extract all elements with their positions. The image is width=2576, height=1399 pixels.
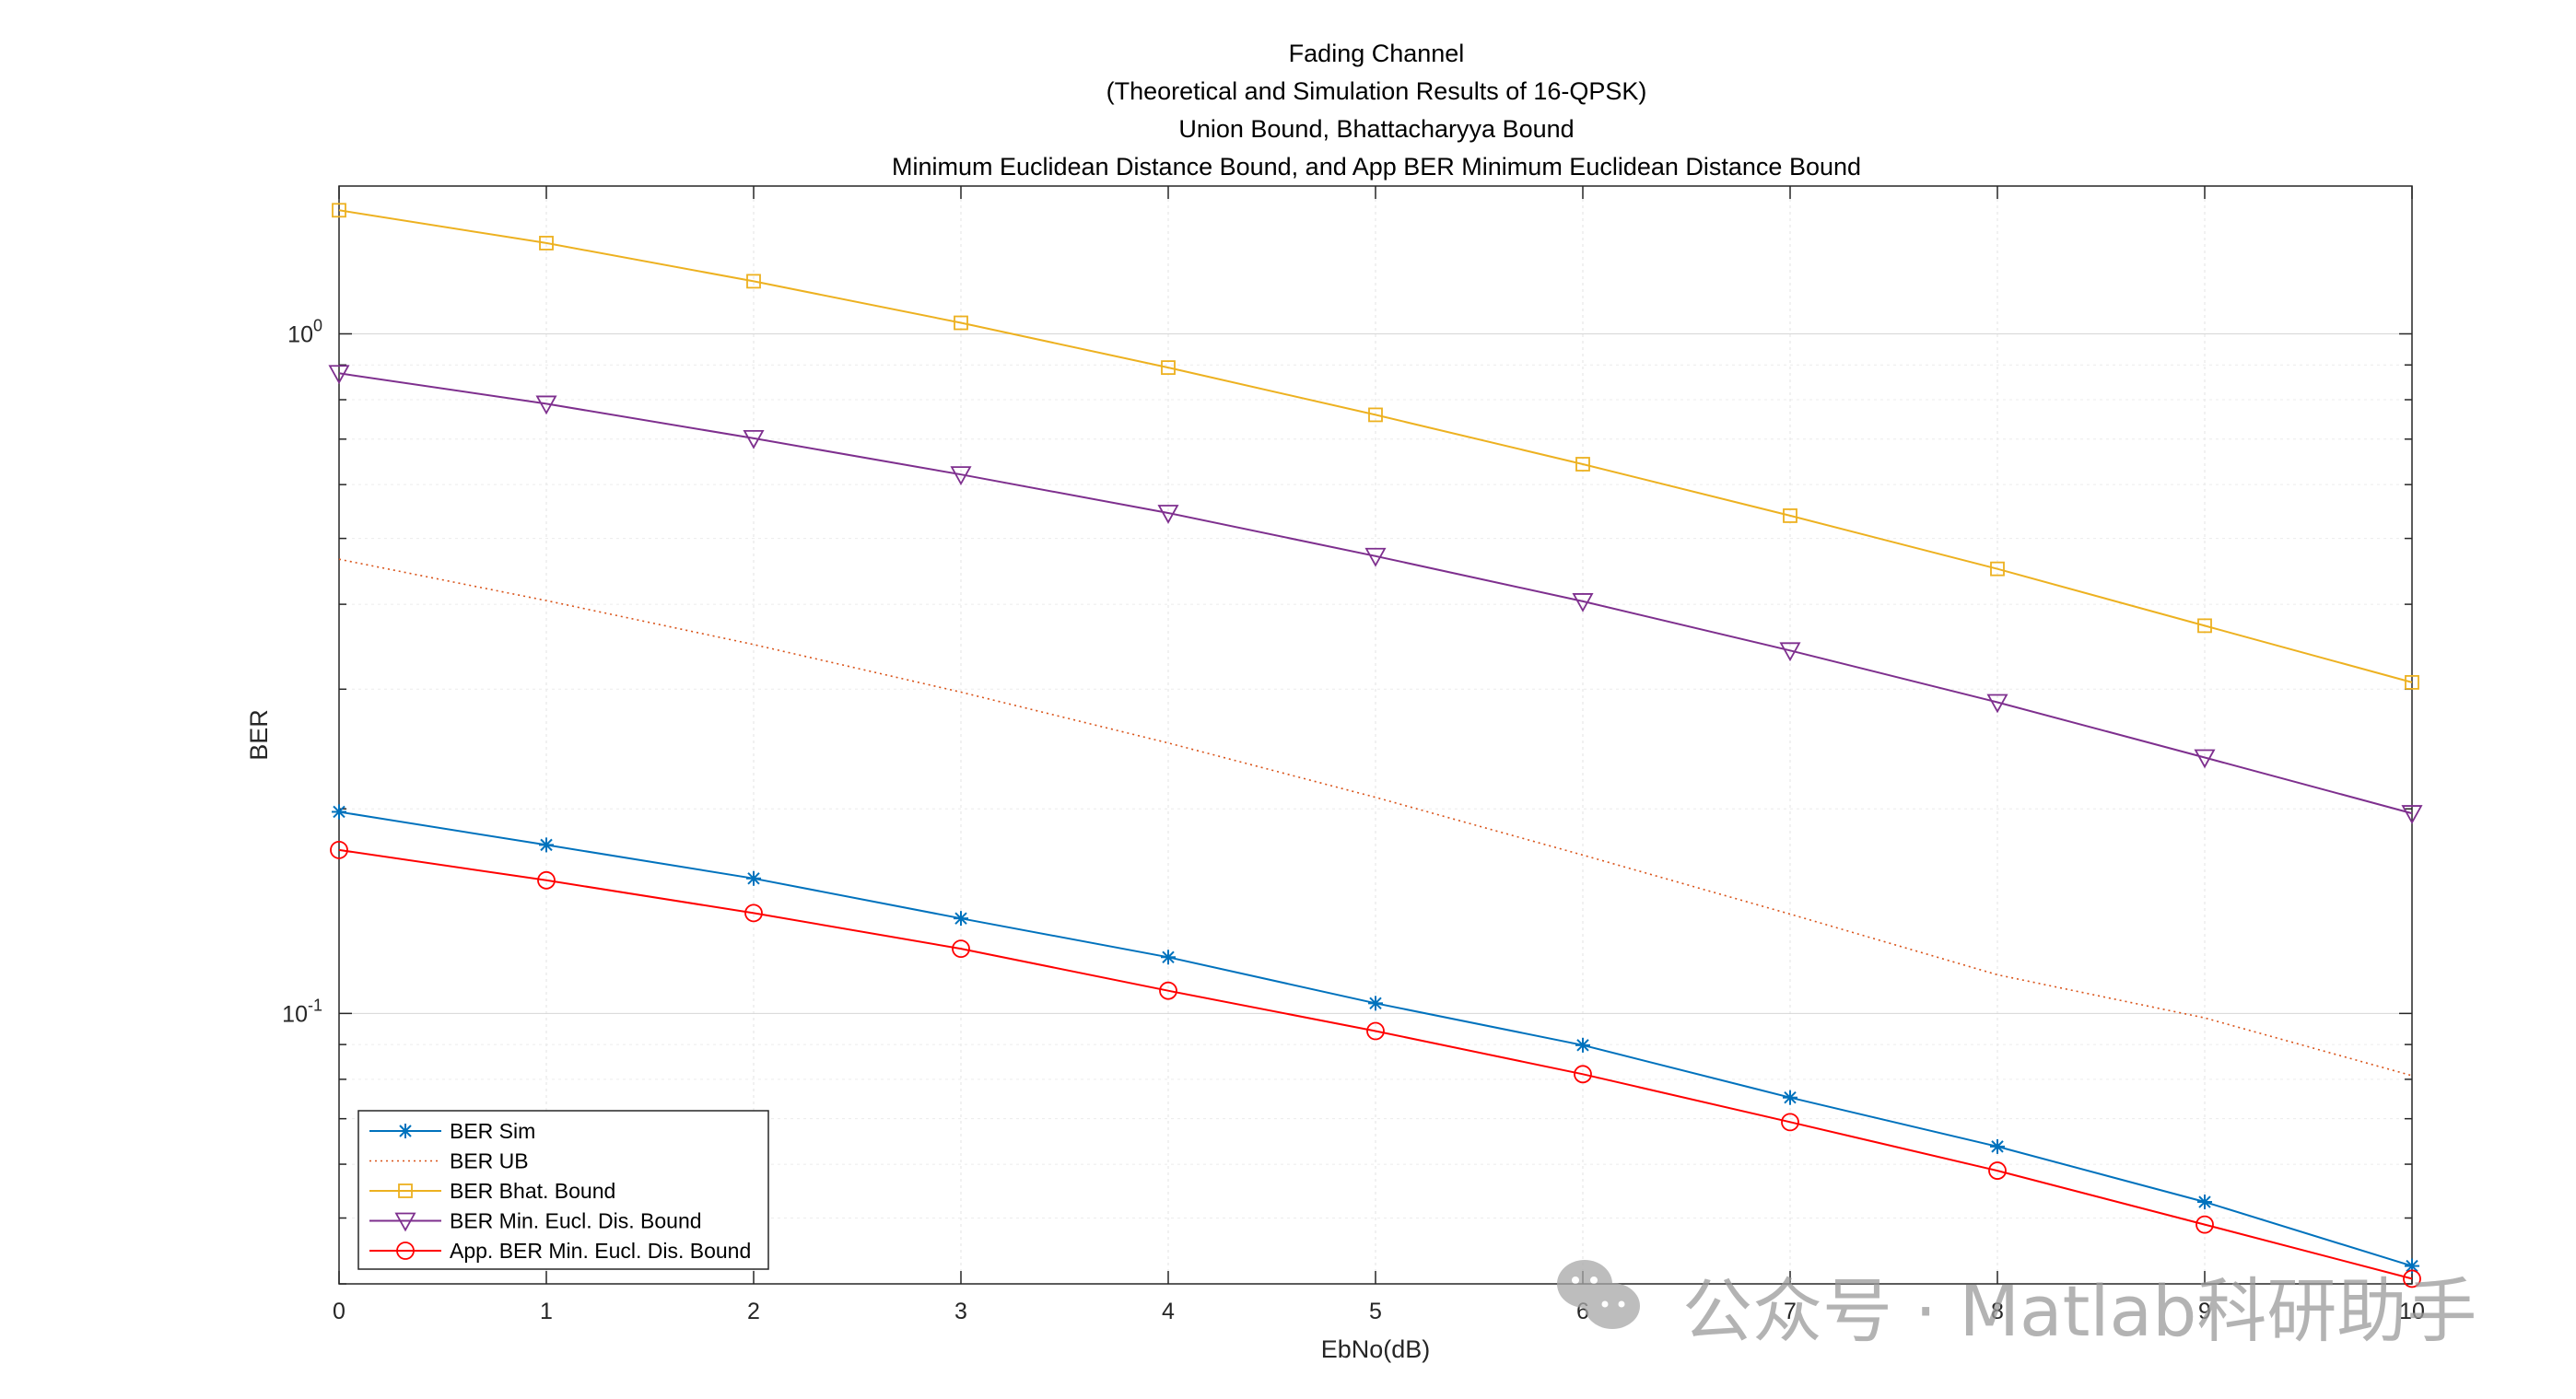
x-tick-label: 9 xyxy=(2198,1299,2211,1324)
watermark: 公众号 · Matlab科研助手 xyxy=(1557,1260,2476,1352)
data-point xyxy=(1781,1113,1799,1132)
legend-label: BER Min. Eucl. Dis. Bound xyxy=(450,1209,702,1233)
data-point xyxy=(950,466,972,486)
data-point xyxy=(2405,675,2419,690)
x-tick-label: 8 xyxy=(1991,1299,2004,1324)
data-point xyxy=(396,1242,415,1260)
wechat-icon xyxy=(1557,1260,1640,1329)
data-point xyxy=(2401,805,2423,824)
legend-label: BER Bhat. Bound xyxy=(450,1179,615,1203)
data-point xyxy=(1986,694,2008,714)
data-point xyxy=(1572,593,1594,612)
data-point xyxy=(952,939,970,959)
data-point xyxy=(1783,1090,1797,1105)
data-point xyxy=(1574,1065,1592,1084)
legend-item: BER UB xyxy=(369,1149,529,1173)
legend-label: BER UB xyxy=(450,1149,529,1173)
data-point xyxy=(537,870,556,890)
data-point xyxy=(394,1212,416,1232)
x-axis-label: EbNo(dB) xyxy=(1321,1335,1431,1363)
x-tick-label: 1 xyxy=(540,1299,553,1324)
data-point xyxy=(1368,996,1383,1011)
y-axis-label: BER xyxy=(245,709,273,761)
data-point xyxy=(1157,505,1179,524)
series-3 xyxy=(332,203,2419,690)
data-point xyxy=(1990,561,2005,577)
series-1 xyxy=(332,804,2419,1274)
data-series xyxy=(328,203,2423,1288)
data-point xyxy=(1366,1021,1385,1041)
legend-item: App. BER Min. Eucl. Dis. Bound xyxy=(369,1239,751,1263)
data-point xyxy=(746,870,761,886)
data-point xyxy=(1161,950,1176,965)
data-point xyxy=(332,203,346,218)
data-point xyxy=(2197,618,2212,634)
data-point xyxy=(330,840,348,859)
data-point xyxy=(1783,508,1797,523)
data-point xyxy=(1779,642,1801,662)
y-tick-label: 10-1 xyxy=(282,996,322,1027)
x-tick-label: 10 xyxy=(2399,1299,2425,1324)
data-point xyxy=(743,429,765,449)
title-line-1: Fading Channel xyxy=(1289,40,1465,67)
legend-label: BER Sim xyxy=(450,1119,535,1143)
series-4 xyxy=(328,365,2423,824)
y-tick-label: 100 xyxy=(287,316,322,347)
data-point xyxy=(1575,1037,1590,1053)
x-tick-label: 5 xyxy=(1369,1299,1382,1324)
data-point xyxy=(1990,1138,2005,1154)
title-line-2: (Theoretical and Simulation Results of 1… xyxy=(1107,77,1647,105)
x-tick-label: 4 xyxy=(1162,1299,1175,1324)
legend-label: App. BER Min. Eucl. Dis. Bound xyxy=(450,1239,751,1263)
data-point xyxy=(398,1183,413,1198)
series-2 xyxy=(338,558,2413,1077)
data-point xyxy=(954,911,968,927)
data-point xyxy=(1364,547,1387,567)
series-5 xyxy=(330,840,2421,1288)
data-point xyxy=(2197,1195,2212,1210)
data-point xyxy=(539,837,554,853)
data-point xyxy=(328,365,350,385)
data-point xyxy=(535,395,557,415)
title-line-3: Union Bound, Bhattacharyya Bound xyxy=(1178,115,1574,143)
data-point xyxy=(1575,457,1590,472)
x-tick-label: 0 xyxy=(333,1299,345,1324)
data-point xyxy=(1988,1161,2007,1180)
title-line-4: Minimum Euclidean Distance Bound, and Ap… xyxy=(892,153,1861,181)
data-point xyxy=(2195,1215,2214,1234)
x-tick-label: 3 xyxy=(954,1299,967,1324)
data-point xyxy=(398,1124,413,1138)
data-point xyxy=(746,274,761,289)
data-point xyxy=(1161,360,1176,376)
data-point xyxy=(1368,407,1383,423)
legend-item: BER Sim xyxy=(369,1119,535,1143)
data-point xyxy=(2403,1269,2421,1288)
data-point xyxy=(332,804,346,820)
chart-title: Fading Channel (Theoretical and Simulati… xyxy=(892,40,1861,181)
series-line xyxy=(338,848,2413,1280)
x-tick-label: 2 xyxy=(747,1299,760,1324)
data-point xyxy=(744,904,763,923)
series-line xyxy=(338,372,2413,815)
series-line xyxy=(338,558,2413,1077)
legend-item: BER Min. Eucl. Dis. Bound xyxy=(369,1209,702,1233)
legend-item: BER Bhat. Bound xyxy=(369,1179,615,1203)
data-point xyxy=(1159,981,1177,1000)
x-tick-label: 7 xyxy=(1784,1299,1797,1324)
data-point xyxy=(954,315,968,331)
series-line xyxy=(338,209,2413,683)
data-point xyxy=(539,236,554,251)
legend: BER Sim BER UB BER Bhat. Bound BER Min. Euc… xyxy=(357,1110,769,1270)
watermark-text: 公众号 · Matlab科研助手 xyxy=(1682,1270,2476,1352)
data-point xyxy=(2194,749,2216,769)
data-point xyxy=(2405,1258,2419,1274)
